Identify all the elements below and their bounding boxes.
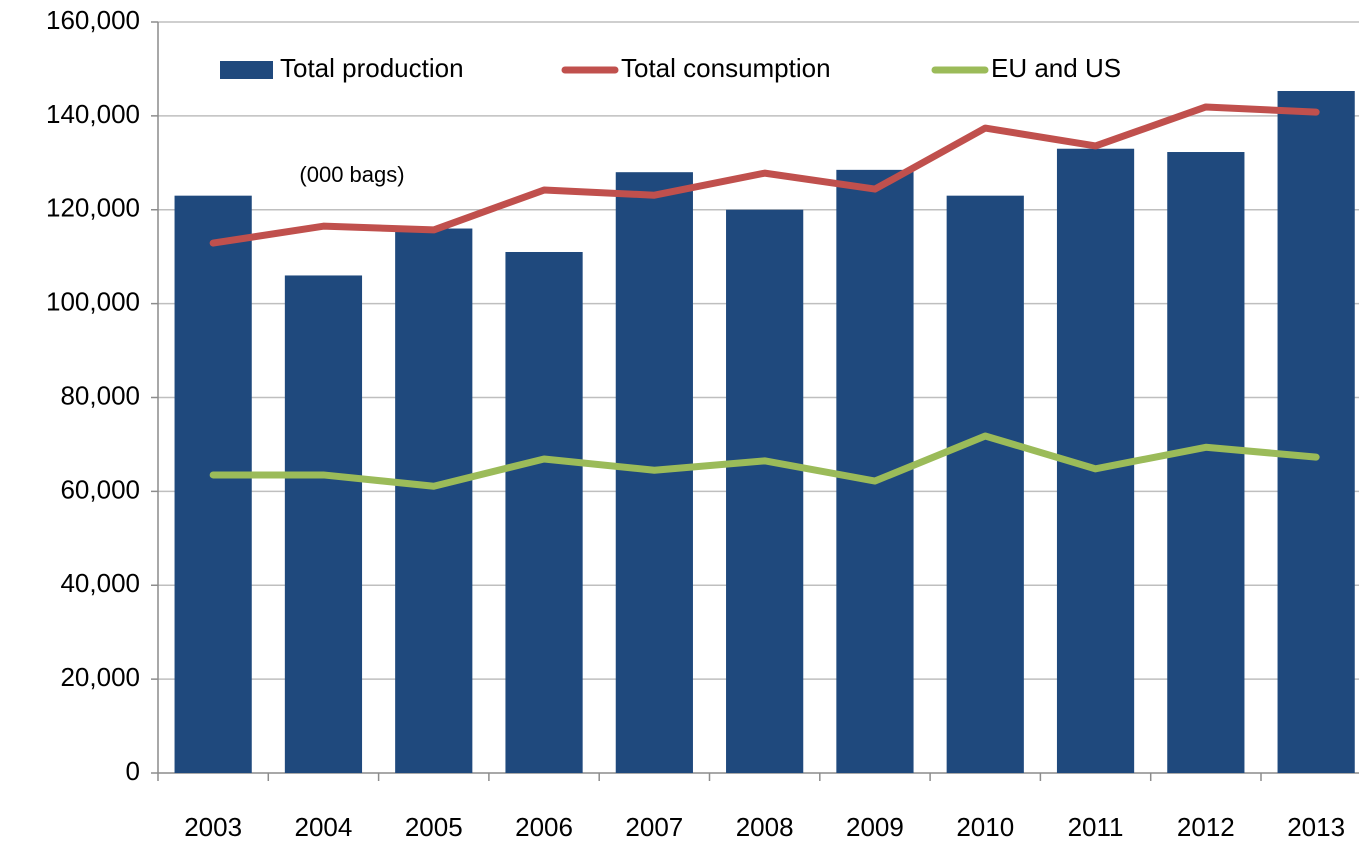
x-tick-label: 2009 bbox=[846, 812, 904, 842]
x-tick-label: 2011 bbox=[1068, 812, 1124, 842]
bar bbox=[174, 195, 252, 773]
y-tick-label: 100,000 bbox=[46, 287, 140, 317]
legend-swatch bbox=[220, 61, 273, 79]
y-tick-label: 60,000 bbox=[60, 474, 140, 504]
x-tick-label: 2003 bbox=[184, 812, 242, 842]
line bbox=[209, 103, 1320, 247]
x-tick-label: 2006 bbox=[515, 812, 573, 842]
legend-label: Total production bbox=[280, 53, 464, 83]
y-tick-label: 120,000 bbox=[46, 193, 140, 223]
x-tick-label: 2013 bbox=[1287, 812, 1345, 842]
y-tick-label: 80,000 bbox=[60, 380, 140, 410]
bar bbox=[1277, 90, 1355, 774]
x-tick-label: 2004 bbox=[295, 812, 353, 842]
bar bbox=[284, 275, 363, 773]
y-tick-label: 40,000 bbox=[60, 568, 140, 598]
y-tick-label: 140,000 bbox=[46, 99, 140, 129]
y-tick-label: 0 bbox=[126, 756, 140, 786]
bar bbox=[1167, 152, 1245, 774]
bar bbox=[946, 195, 1024, 773]
y-tick-label: 20,000 bbox=[60, 662, 140, 692]
x-tick-label: 2008 bbox=[736, 812, 794, 842]
bar bbox=[505, 251, 583, 773]
legend-label: EU and US bbox=[991, 53, 1121, 83]
y-tick-label: 160,000 bbox=[46, 5, 140, 35]
bar bbox=[726, 209, 804, 773]
x-tick-label: 2012 bbox=[1177, 812, 1235, 842]
line bbox=[209, 432, 1320, 490]
bar bbox=[395, 228, 473, 773]
annotation: (000 bags) bbox=[299, 162, 404, 187]
legend-label: Total consumption bbox=[621, 53, 831, 83]
x-tick-label: 2007 bbox=[625, 812, 683, 842]
x-tick-label: 2005 bbox=[405, 812, 463, 842]
x-tick-label: 2010 bbox=[956, 812, 1014, 842]
